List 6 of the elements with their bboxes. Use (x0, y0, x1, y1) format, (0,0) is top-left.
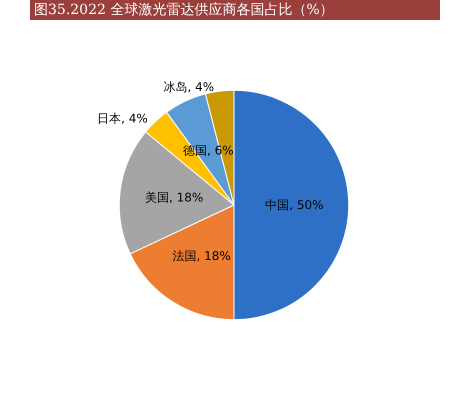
slice-label: 法国, 18% (172, 248, 231, 263)
slice-label: 中国, 50% (265, 198, 324, 212)
slice-label: 冰岛, 4% (163, 80, 214, 94)
slice-label: 美国, 18% (144, 190, 204, 204)
slice-label: 日本, 4% (97, 111, 148, 126)
chart-title: 图35.2022 全球激光雷达供应商各国占比（%） (30, 0, 440, 20)
